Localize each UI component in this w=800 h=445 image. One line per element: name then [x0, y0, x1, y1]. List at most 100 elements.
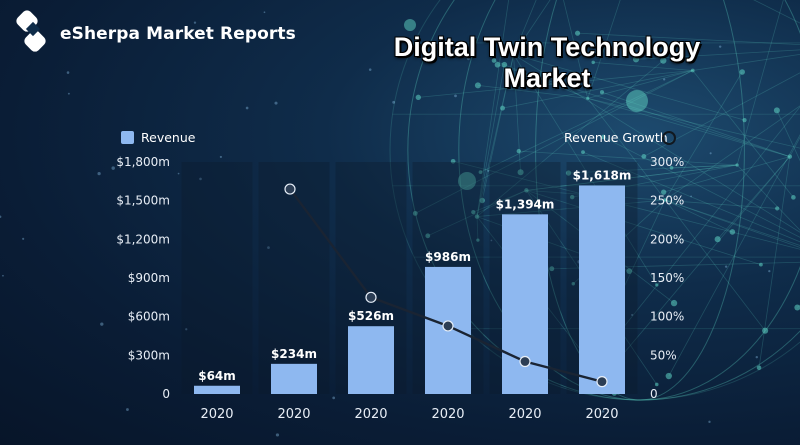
- y-right-tick-label: 150%: [650, 271, 684, 285]
- network-link: [587, 70, 693, 99]
- network-link: [502, 70, 693, 109]
- star-dot: [111, 166, 115, 170]
- network-link: [477, 84, 588, 99]
- revenue-bar-label: $64m: [198, 369, 236, 383]
- network-link: [568, 164, 738, 174]
- y-left-tick-label: $1,800m: [116, 155, 170, 169]
- network-link: [513, 0, 537, 55]
- y-left-tick-label: $900m: [128, 271, 170, 285]
- network-node: [759, 262, 763, 267]
- network-link: [473, 190, 527, 213]
- star-dot: [368, 68, 372, 71]
- star-dot: [755, 355, 758, 359]
- network-node: [501, 61, 508, 68]
- star-dot: [193, 21, 197, 24]
- network-link: [513, 54, 745, 121]
- revenue-bar: [194, 385, 240, 394]
- network-link: [476, 216, 479, 241]
- network-glow-node: [458, 172, 476, 190]
- star-dot: [709, 152, 712, 155]
- network-node: [670, 299, 678, 307]
- network-link: [736, 0, 784, 166]
- network-node: [474, 214, 480, 219]
- network-node: [476, 238, 480, 242]
- network-link: [513, 54, 800, 233]
- network-link: [526, 189, 762, 266]
- y-axis-right: 0 50% 100% 150% 200% 250% 300%: [650, 155, 684, 401]
- network-node: [654, 382, 659, 387]
- network-link: [526, 189, 778, 209]
- star-dot: [185, 328, 188, 331]
- network-link: [664, 105, 800, 201]
- network-node: [742, 118, 747, 123]
- star-dot: [2, 274, 4, 277]
- network-link: [692, 70, 794, 198]
- y-right-tick-label: 200%: [650, 232, 684, 246]
- network-node: [517, 169, 524, 176]
- network-glow-node: [626, 90, 648, 112]
- globe-meridian: [535, 0, 745, 401]
- revenue-bar-labels: $64m $234m $526m $986m $1,394m $1,618m: [198, 168, 631, 382]
- x-tick-label: 2020: [200, 407, 233, 422]
- star-dot: [724, 265, 728, 268]
- globe-meridian: [389, 0, 800, 401]
- network-link: [664, 199, 733, 233]
- growth-point: [442, 320, 454, 332]
- network-link: [563, 0, 589, 99]
- star-dot: [245, 106, 249, 110]
- network-link: [415, 70, 693, 214]
- network-link: [692, 53, 800, 71]
- network-link: [477, 199, 666, 217]
- network-node: [729, 229, 736, 235]
- network-node: [762, 327, 769, 334]
- network-link: [736, 164, 800, 231]
- network-link: [664, 199, 800, 246]
- network-link: [476, 54, 514, 217]
- network-node: [794, 304, 800, 311]
- star-dot: [466, 57, 470, 61]
- esherpa-logo-icon: [16, 10, 46, 52]
- network-node: [478, 170, 483, 175]
- network-link: [481, 54, 514, 201]
- network-node: [641, 154, 647, 159]
- revenue-bar-label: $1,618m: [573, 168, 632, 182]
- star-dot: [392, 100, 396, 104]
- revenue-bar-label: $986m: [425, 250, 471, 264]
- network-node: [660, 189, 667, 195]
- globe-meridian: [407, 0, 800, 401]
- network-node: [739, 69, 745, 75]
- star-dot: [275, 433, 280, 437]
- network-link: [476, 60, 664, 217]
- star-dot: [631, 313, 634, 317]
- network-link: [418, 70, 693, 98]
- network-node: [565, 170, 572, 176]
- brand-name: eSherpa Market Reports: [60, 24, 296, 44]
- network-node: [471, 210, 476, 215]
- network-node: [601, 134, 606, 140]
- globe-meridian: [535, 0, 745, 401]
- network-node: [773, 107, 780, 114]
- star-dot: [663, 78, 666, 81]
- chart-legend: Revenue Revenue Growth: [121, 130, 676, 145]
- revenue-bar-label: $234m: [271, 347, 317, 361]
- network-link: [643, 72, 800, 157]
- network-node: [412, 210, 418, 216]
- star-dot: [274, 101, 278, 105]
- network-link: [671, 164, 738, 169]
- y-left-tick-label: $600m: [128, 310, 170, 324]
- star-dot: [267, 246, 270, 249]
- network-link: [611, 156, 791, 368]
- revenue-bar: [348, 326, 394, 394]
- revenue-growth-line: [284, 183, 608, 388]
- network-node: [787, 154, 793, 159]
- network-node: [669, 165, 674, 170]
- star-dot: [768, 269, 771, 273]
- x-tick-label: 2020: [585, 407, 618, 422]
- network-link: [493, 60, 588, 99]
- network-link: [427, 190, 527, 237]
- star-dot: [0, 215, 2, 219]
- star-dot: [263, 11, 266, 14]
- x-tick-label: 2020: [354, 407, 387, 422]
- network-link: [476, 0, 510, 217]
